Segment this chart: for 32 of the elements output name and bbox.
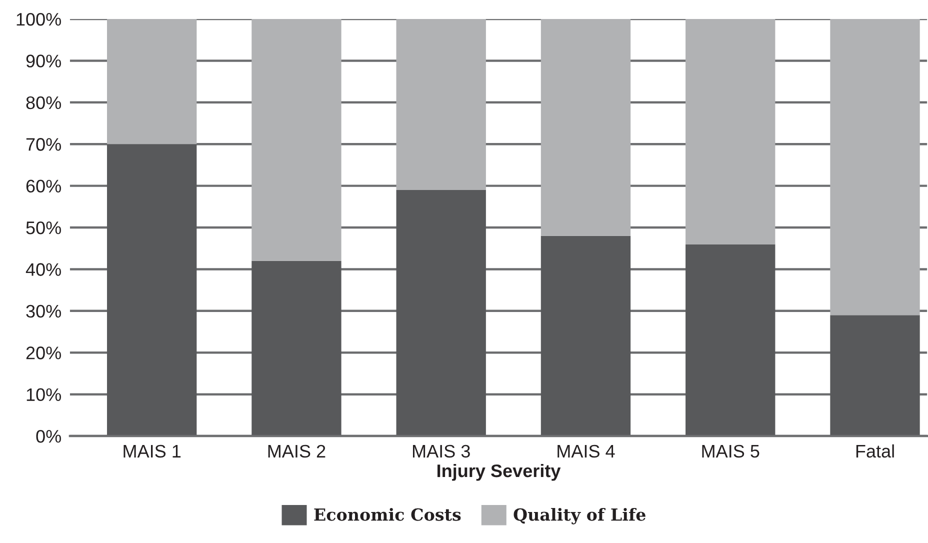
bar [540, 236, 631, 436]
y-tick-label: 50% [26, 221, 61, 234]
bar [107, 19, 197, 144]
y-tick-label: 30% [26, 304, 61, 318]
bar [830, 315, 920, 436]
y-tick-label: 20% [26, 346, 61, 360]
x-tick-label: MAIS 3 [412, 444, 470, 458]
bar [686, 19, 776, 244]
x-axis-title: Injury Severity [438, 464, 561, 481]
x-tick-label: MAIS 4 [558, 444, 615, 458]
bar [252, 260, 342, 436]
x-tick-label: Fatal [856, 444, 894, 458]
x-tick-label: MAIS 2 [268, 444, 326, 458]
y-tick-label: 60% [26, 180, 61, 193]
bar [540, 19, 631, 236]
y-tick-label: 80% [26, 96, 61, 110]
bar [396, 19, 486, 190]
bar [396, 190, 486, 436]
bar [686, 244, 776, 436]
x-tick-label: MAIS 5 [702, 444, 760, 458]
legend-label: Quality of Life [514, 508, 646, 524]
x-tick-label: MAIS 1 [124, 444, 181, 458]
y-tick-label: 10% [26, 388, 61, 402]
legend-label: Economic Costs [314, 508, 461, 521]
y-tick-label: 40% [26, 263, 61, 276]
y-tick-label: 90% [26, 54, 61, 68]
bar [107, 144, 197, 436]
y-tick-label: 0% [36, 430, 61, 443]
y-tick-label: 100% [16, 12, 61, 26]
bar [252, 19, 342, 261]
y-tick-label: 70% [26, 138, 61, 151]
bar [830, 19, 920, 316]
